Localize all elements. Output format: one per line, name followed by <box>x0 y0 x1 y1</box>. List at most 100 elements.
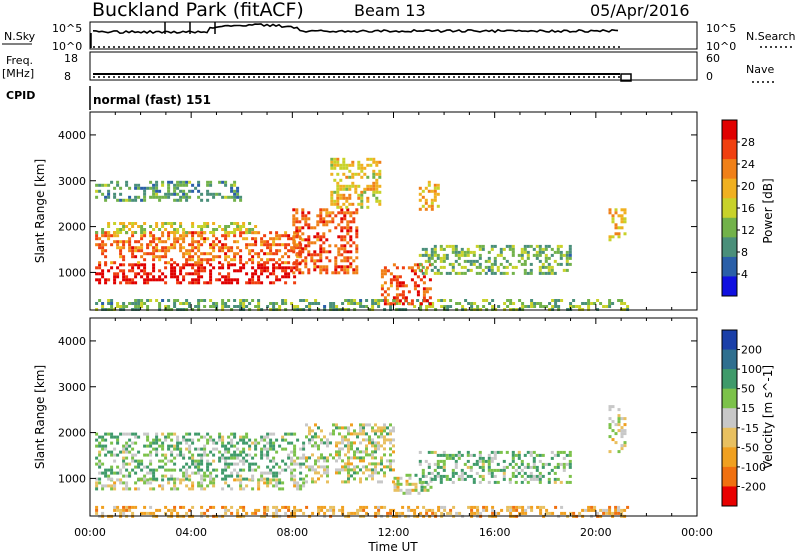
vel-cell <box>371 444 374 448</box>
vel-cell <box>371 441 374 445</box>
vel-cell <box>98 471 102 475</box>
vel-cell <box>509 508 513 512</box>
power-cell <box>443 305 447 308</box>
vel-cell <box>535 465 539 469</box>
power-cell <box>164 222 168 225</box>
power-cell <box>550 253 554 257</box>
power-cell <box>254 225 258 228</box>
power-cell <box>345 184 349 188</box>
vel-cell <box>212 477 216 481</box>
power-cell <box>104 195 108 199</box>
vel-cell <box>107 474 111 478</box>
power-cell <box>509 302 513 305</box>
power-cell <box>378 190 382 194</box>
vel-cell <box>206 453 210 457</box>
vel-colorbar-segment <box>722 388 737 409</box>
power-cell <box>322 268 326 272</box>
vel-cell <box>290 441 294 445</box>
vel-cell <box>502 477 506 481</box>
power-cell <box>499 250 503 254</box>
vel-cell <box>434 511 438 515</box>
vel-cell <box>281 468 285 472</box>
power-cell <box>352 259 356 263</box>
power-cell <box>185 198 189 202</box>
vel-cell <box>233 450 237 454</box>
vel-cell <box>164 505 168 509</box>
power-cell <box>439 259 443 263</box>
vel-cell <box>173 505 177 509</box>
vel-cell <box>134 441 138 445</box>
power-cell <box>140 237 144 241</box>
vel-cell <box>350 456 353 460</box>
power-cell <box>330 172 334 176</box>
power-cell <box>137 263 141 267</box>
power-cell <box>185 272 189 276</box>
power-cell <box>349 250 353 254</box>
power-cell <box>224 281 228 285</box>
vel-cell <box>393 485 397 489</box>
power-cell <box>473 302 477 305</box>
power-cell <box>620 208 624 212</box>
power-cell <box>161 299 165 302</box>
vel-cell <box>383 471 386 475</box>
freq-label-1: Freq. <box>6 54 33 67</box>
vel-cell <box>230 505 234 509</box>
power-cell <box>343 256 347 260</box>
vel-cell <box>478 453 482 457</box>
power-cell <box>319 271 323 275</box>
vel-cell <box>359 441 362 445</box>
power-colorbar-segment <box>722 198 737 219</box>
power-cell <box>322 208 326 212</box>
vel-cell <box>209 450 213 454</box>
vel-cell <box>374 462 377 466</box>
power-cell <box>236 269 240 273</box>
vel-cell <box>302 511 306 515</box>
vel-cell <box>233 432 237 436</box>
power-cell <box>316 232 320 236</box>
vel-cell <box>296 484 300 488</box>
vel-cell <box>365 432 368 436</box>
vel-cell <box>185 511 189 515</box>
power-cell <box>557 299 561 302</box>
power-cell <box>182 252 186 256</box>
power-cell <box>230 189 234 193</box>
vel-cell <box>224 511 228 515</box>
power-cell <box>281 234 285 238</box>
vel-cell <box>167 477 171 481</box>
power-cell <box>209 183 213 187</box>
power-cell <box>152 192 156 196</box>
power-cell <box>200 231 204 235</box>
vel-cell <box>362 450 365 454</box>
vel-cell <box>137 450 141 454</box>
power-cell <box>158 302 162 305</box>
vel-cell <box>275 481 279 485</box>
vel-cell <box>493 474 497 478</box>
power-cell <box>340 226 344 230</box>
power-cell <box>269 243 273 247</box>
power-cell <box>134 263 138 267</box>
vel-cell <box>460 471 464 475</box>
power-cell <box>590 302 594 305</box>
vel-cell <box>209 462 213 466</box>
vel-cell <box>605 511 609 515</box>
vel-cell <box>236 456 240 460</box>
power-cell <box>119 281 123 285</box>
vel-cell <box>119 508 123 512</box>
power-cell <box>248 258 252 262</box>
power-cell <box>568 250 572 254</box>
power-cell <box>173 243 177 247</box>
vel-cell <box>215 468 219 472</box>
vel-cell <box>182 474 186 478</box>
power-cell <box>197 243 201 247</box>
power-cell <box>322 217 326 221</box>
power-cell <box>239 269 243 273</box>
power-cell <box>544 265 548 269</box>
vel-cell <box>371 450 374 454</box>
power-cell <box>203 225 207 228</box>
vel-cell <box>368 474 371 478</box>
power-cell <box>254 252 258 256</box>
power-cell <box>236 225 240 228</box>
power-cell <box>611 214 615 218</box>
power-cell <box>413 284 417 288</box>
vel-cell <box>176 511 180 515</box>
